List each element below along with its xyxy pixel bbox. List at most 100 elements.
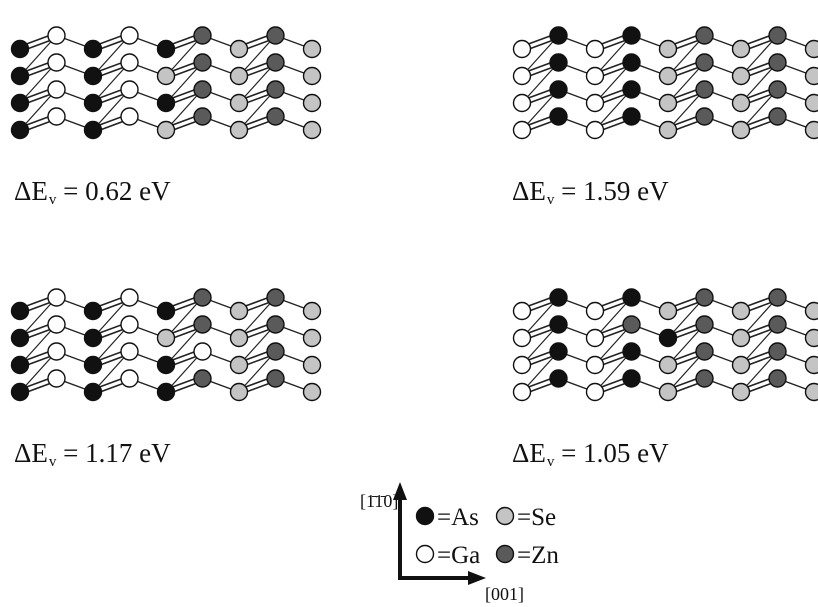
- atom-Zn: [695, 80, 714, 99]
- energy-symbol: ΔE: [512, 438, 546, 468]
- atom-Se: [731, 93, 751, 113]
- atom-Zn: [193, 107, 212, 126]
- atom-Se: [302, 93, 322, 113]
- atoms: [512, 288, 818, 402]
- atom-Ga: [120, 53, 139, 72]
- atom-Ga: [47, 315, 66, 334]
- atom-As: [549, 288, 568, 307]
- atom-Zn: [768, 107, 787, 126]
- energy-label-top-right: ΔEv = 1.59 eV: [512, 176, 669, 209]
- atom-Ga: [512, 382, 532, 402]
- atom-Zn: [193, 315, 212, 334]
- legend-label: =Se: [517, 504, 556, 531]
- legend-swatch: [495, 544, 515, 564]
- atom-Ga: [120, 369, 139, 388]
- legend-swatch: [495, 506, 515, 526]
- atom-Se: [804, 328, 818, 348]
- atom-Ga: [585, 355, 605, 375]
- atom-Ga: [512, 66, 532, 86]
- atoms: [512, 26, 818, 140]
- atom-Se: [804, 93, 818, 113]
- atom-Se: [302, 66, 322, 86]
- atom-Ga: [120, 288, 139, 307]
- atom-Ga: [47, 369, 66, 388]
- atom-Se: [804, 66, 818, 86]
- panel-bottom-right: [512, 288, 818, 402]
- atoms: [10, 26, 322, 140]
- atom-Ga: [512, 328, 532, 348]
- atom-Ga: [512, 39, 532, 59]
- atom-Se: [229, 93, 249, 113]
- panel-top-left: [10, 26, 322, 140]
- atom-As: [549, 342, 568, 361]
- atom-Se: [731, 382, 751, 402]
- atom-Ga: [120, 107, 139, 126]
- atom-As: [83, 93, 103, 113]
- atom-As: [622, 107, 641, 126]
- atom-As: [83, 120, 103, 140]
- legend-swatch: [415, 506, 435, 526]
- atom-Zn: [768, 342, 787, 361]
- horizontal-axis-arrowhead: [468, 571, 486, 585]
- vertical-axis-arrowhead: [393, 482, 407, 500]
- atom-Ga: [585, 39, 605, 59]
- legend-item-Ga: =Ga: [415, 542, 480, 569]
- atom-Se: [658, 66, 678, 86]
- atom-As: [10, 355, 30, 375]
- atom-As: [156, 93, 176, 113]
- atom-Zn: [193, 80, 212, 99]
- atom-Zn: [695, 53, 714, 72]
- atom-Se: [229, 39, 249, 59]
- atom-As: [156, 39, 176, 59]
- legend-item-Zn: =Zn: [495, 542, 559, 569]
- atom-Se: [229, 382, 249, 402]
- atom-Se: [302, 39, 322, 59]
- legend-item-As: =As: [415, 504, 479, 531]
- atom-Zn: [622, 315, 641, 334]
- atom-As: [549, 107, 568, 126]
- atom-Zn: [768, 369, 787, 388]
- atom-As: [83, 355, 103, 375]
- legend-label: =Zn: [517, 542, 559, 569]
- legend-item-Se: =Se: [495, 504, 556, 531]
- atom-Se: [156, 66, 176, 86]
- atom-Zn: [695, 315, 714, 334]
- energy-label-bottom-left: ΔEv = 1.17 eV: [14, 438, 171, 471]
- atom-Se: [804, 382, 818, 402]
- atom-As: [156, 382, 176, 402]
- atom-Ga: [585, 382, 605, 402]
- atom-Se: [731, 328, 751, 348]
- atom-As: [83, 39, 103, 59]
- atom-Se: [156, 328, 176, 348]
- atom-Se: [731, 120, 751, 140]
- legend: =As =Se =Ga =Zn: [415, 504, 559, 569]
- atom-Zn: [193, 288, 212, 307]
- atom-Se: [658, 120, 678, 140]
- atom-Se: [302, 120, 322, 140]
- atom-As: [622, 342, 641, 361]
- atom-Zn: [266, 342, 285, 361]
- atom-Ga: [120, 315, 139, 334]
- atom-Zn: [266, 26, 285, 45]
- atoms: [10, 288, 322, 402]
- atom-As: [658, 328, 678, 348]
- atom-Ga: [120, 342, 139, 361]
- atom-Ga: [585, 120, 605, 140]
- atom-Zn: [266, 107, 285, 126]
- atom-As: [10, 382, 30, 402]
- panel-bottom-left: [10, 288, 322, 402]
- atom-Zn: [266, 315, 285, 334]
- atom-As: [83, 301, 103, 321]
- atom-Zn: [266, 80, 285, 99]
- atom-Se: [658, 355, 678, 375]
- atom-Zn: [768, 80, 787, 99]
- energy-subscript: v: [546, 192, 555, 208]
- atom-As: [622, 288, 641, 307]
- atom-Ga: [585, 93, 605, 113]
- energy-subscript: v: [546, 454, 555, 470]
- atom-As: [10, 39, 30, 59]
- atom-Se: [658, 93, 678, 113]
- atom-Zn: [193, 369, 212, 388]
- atom-Se: [229, 120, 249, 140]
- energy-subscript: v: [48, 192, 57, 208]
